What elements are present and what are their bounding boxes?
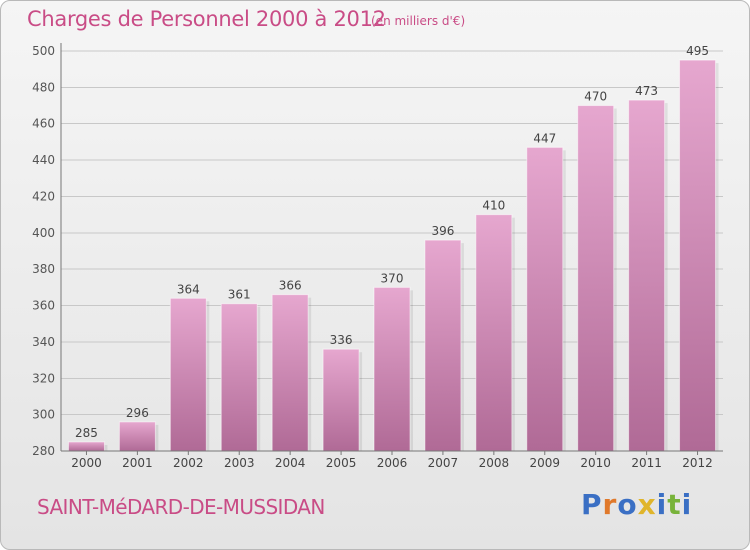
bar xyxy=(475,214,513,452)
logo-letter: x xyxy=(637,488,657,521)
bar xyxy=(628,99,666,452)
y-tick-label: 360 xyxy=(32,299,55,313)
commune-name: SAINT-MéDARD-DE-MUSSIDAN xyxy=(37,495,325,519)
bar-value-label: 473 xyxy=(635,84,658,98)
chart-title: Charges de Personnel 2000 à 2012 xyxy=(27,7,386,31)
bar-value-label: 361 xyxy=(228,288,251,302)
x-tick-label: 2011 xyxy=(631,456,662,470)
y-tick-label: 280 xyxy=(32,444,55,458)
x-tick-label: 2005 xyxy=(326,456,357,470)
bar-value-label: 447 xyxy=(533,131,556,145)
bar xyxy=(322,348,360,452)
x-tick-label: 2012 xyxy=(682,456,713,470)
bar-value-label: 296 xyxy=(126,406,149,420)
y-tick-label: 500 xyxy=(32,44,55,58)
bar xyxy=(679,59,717,452)
x-tick-label: 2000 xyxy=(71,456,102,470)
logo-letter: P xyxy=(581,488,603,521)
logo-letter: r xyxy=(602,488,618,521)
y-tick-label: 320 xyxy=(32,371,55,385)
x-tick-label: 2003 xyxy=(224,456,255,470)
y-tick-label: 340 xyxy=(32,335,55,349)
bar xyxy=(373,286,411,452)
y-tick-label: 480 xyxy=(32,80,55,94)
bar xyxy=(526,146,564,452)
y-tick-label: 460 xyxy=(32,117,55,131)
bar xyxy=(424,239,462,452)
logo-letter: i xyxy=(681,488,693,521)
y-tick-label: 440 xyxy=(32,153,55,167)
logo-letter: o xyxy=(617,488,638,521)
bar-value-label: 366 xyxy=(279,279,302,293)
x-tick-label: 2006 xyxy=(377,456,408,470)
bar xyxy=(67,441,105,452)
bar xyxy=(118,421,156,452)
bar-value-label: 470 xyxy=(584,90,607,104)
bar-value-label: 396 xyxy=(431,224,454,238)
x-tick-label: 2004 xyxy=(275,456,306,470)
y-tick-label: 400 xyxy=(32,226,55,240)
x-tick-label: 2001 xyxy=(122,456,153,470)
x-tick-label: 2010 xyxy=(580,456,611,470)
proxiti-logo[interactable]: Proxiti xyxy=(581,488,692,521)
logo-letter: t xyxy=(667,488,682,521)
bar-value-label: 364 xyxy=(177,282,200,296)
y-tick-label: 380 xyxy=(32,262,55,276)
bar-value-label: 410 xyxy=(482,199,505,213)
x-tick-label: 2009 xyxy=(529,456,560,470)
chart-subtitle: (en milliers d'€) xyxy=(371,14,466,28)
bar-value-label: 285 xyxy=(75,426,98,440)
bar-value-label: 336 xyxy=(330,333,353,347)
bar-value-label: 495 xyxy=(686,44,709,58)
x-tick-label: 2007 xyxy=(428,456,459,470)
y-tick-label: 420 xyxy=(32,189,55,203)
x-tick-label: 2002 xyxy=(173,456,204,470)
bar-value-label: 370 xyxy=(381,271,404,285)
bar xyxy=(271,294,309,452)
bar xyxy=(169,297,207,452)
bar xyxy=(577,105,615,452)
bar xyxy=(220,303,258,452)
y-tick-label: 300 xyxy=(32,408,55,422)
x-tick-label: 2008 xyxy=(479,456,510,470)
logo-letter: i xyxy=(656,488,668,521)
